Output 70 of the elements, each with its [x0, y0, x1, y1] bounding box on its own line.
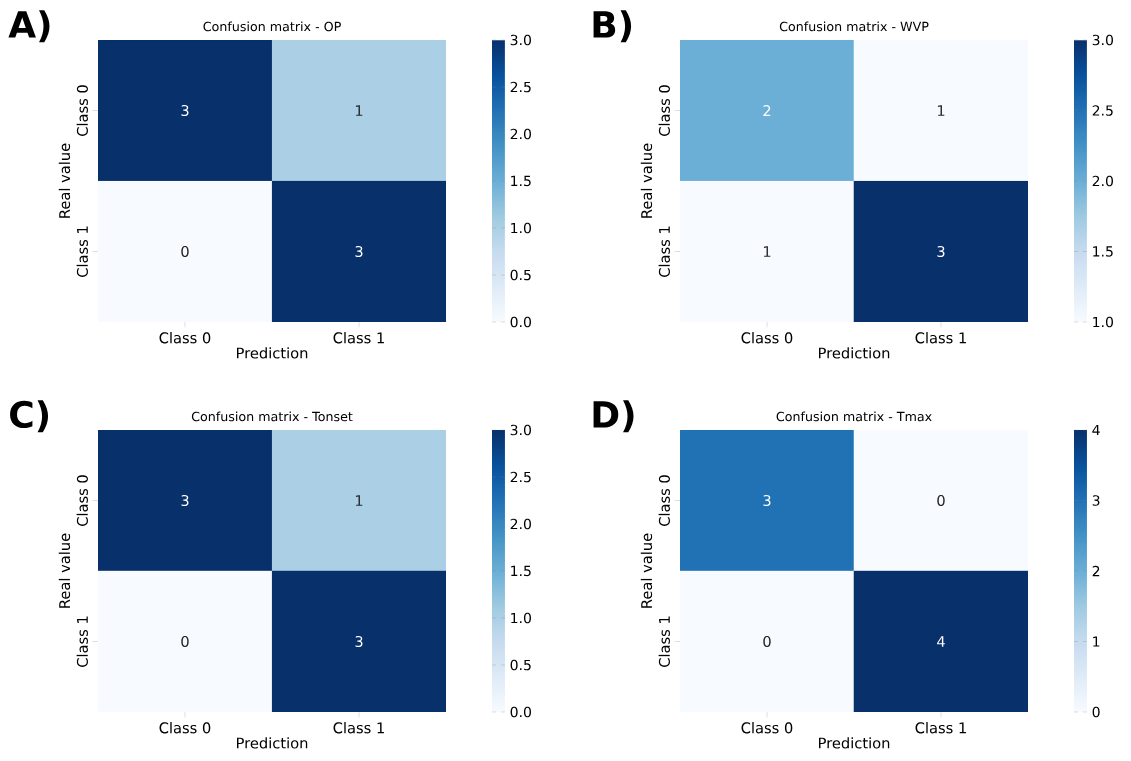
color-bar-label: 2.5: [510, 471, 531, 483]
x-tick-label: Class 0: [159, 722, 211, 734]
data-label: 3: [355, 635, 363, 648]
color-bar-label: 3: [1092, 495, 1100, 506]
y-tick-label: Class 0: [658, 85, 670, 136]
data-label: 1: [763, 246, 771, 257]
data-label: 3: [355, 245, 363, 258]
color-bar-label: 3.0: [510, 424, 531, 436]
color-bar-label: 3.0: [510, 34, 531, 46]
color-bar-label: 2.5: [1092, 105, 1113, 116]
x-tick-label: Class 1: [915, 722, 966, 734]
chart-title: Confusion matrix - Tonset: [191, 411, 353, 422]
x-tick-label: Class 0: [741, 332, 793, 344]
x-axis-title: Prediction: [819, 347, 890, 359]
data-label: 1: [355, 495, 363, 506]
data-label: 0: [181, 245, 189, 258]
y-tick-label: Class 0: [658, 475, 670, 526]
data-label: 3: [763, 494, 771, 507]
data-label: 4: [937, 636, 945, 647]
text: B): [593, 10, 632, 43]
x-tick-label: Class 0: [741, 722, 793, 734]
color-bar-label: 1.0: [511, 612, 531, 624]
color-bar-label: 2: [1092, 565, 1100, 577]
x-tick-label: Class 1: [333, 722, 384, 734]
color-bar-label: 3.0: [1092, 34, 1113, 46]
x-axis-title: Prediction: [819, 737, 890, 749]
color-bar-label: 0: [1092, 706, 1100, 718]
text: C): [10, 400, 49, 433]
data-label: 3: [937, 245, 945, 258]
x-axis-title: Prediction: [237, 737, 308, 749]
y-axis-title: Real value: [58, 143, 71, 218]
color-bar-label: 1.0: [511, 222, 531, 234]
y-tick-label: Class 0: [76, 475, 88, 526]
color-bar-label: 2.0: [510, 518, 531, 530]
data-label: 3: [181, 494, 189, 507]
chart-title: Confusion matrix - Tmax: [776, 411, 932, 422]
x-tick-label: Class 1: [333, 332, 384, 344]
color-bar-label: 0.5: [510, 659, 531, 671]
color-bar-label: 2.5: [510, 81, 531, 93]
y-axis-title: Real value: [640, 533, 653, 608]
color-bar-label: 1.5: [511, 175, 531, 187]
chart-title: Confusion matrix - WVP: [779, 21, 929, 32]
y-tick-label: Class 1: [76, 616, 88, 667]
color-bar-label: 4: [1092, 424, 1100, 436]
data-label: 0: [763, 635, 771, 648]
y-tick-label: Class 0: [76, 85, 88, 136]
y-tick-label: Class 1: [658, 226, 670, 277]
color-bar-label: 0.5: [510, 269, 531, 281]
y-tick-label: Class 1: [76, 226, 88, 277]
data-label: 0: [181, 635, 189, 648]
color-bar-label: 1: [1093, 636, 1100, 647]
data-label: 1: [355, 105, 363, 116]
x-tick-label: Class 0: [159, 332, 211, 344]
text: D): [593, 400, 634, 433]
color-bar-label: 0.0: [510, 316, 531, 328]
color-bar-label: 2.0: [510, 128, 531, 140]
text: A): [8, 10, 50, 43]
color-bar-label: 2.0: [1092, 175, 1113, 187]
x-axis-title: Prediction: [237, 347, 308, 359]
data-label: 3: [181, 104, 189, 117]
color-bar-label: 1.5: [1093, 246, 1113, 257]
y-tick-label: Class 1: [658, 616, 670, 667]
chart-title: Confusion matrix - OP: [203, 21, 341, 32]
x-tick-label: Class 1: [915, 332, 966, 344]
data-label: 2: [763, 105, 771, 116]
y-axis-title: Real value: [58, 533, 71, 608]
color-bar-label: 1.0: [1093, 316, 1113, 328]
color-bar-label: 0.0: [510, 706, 531, 718]
color-bar-label: 1.5: [511, 565, 531, 577]
y-axis-title: Real value: [640, 143, 653, 218]
